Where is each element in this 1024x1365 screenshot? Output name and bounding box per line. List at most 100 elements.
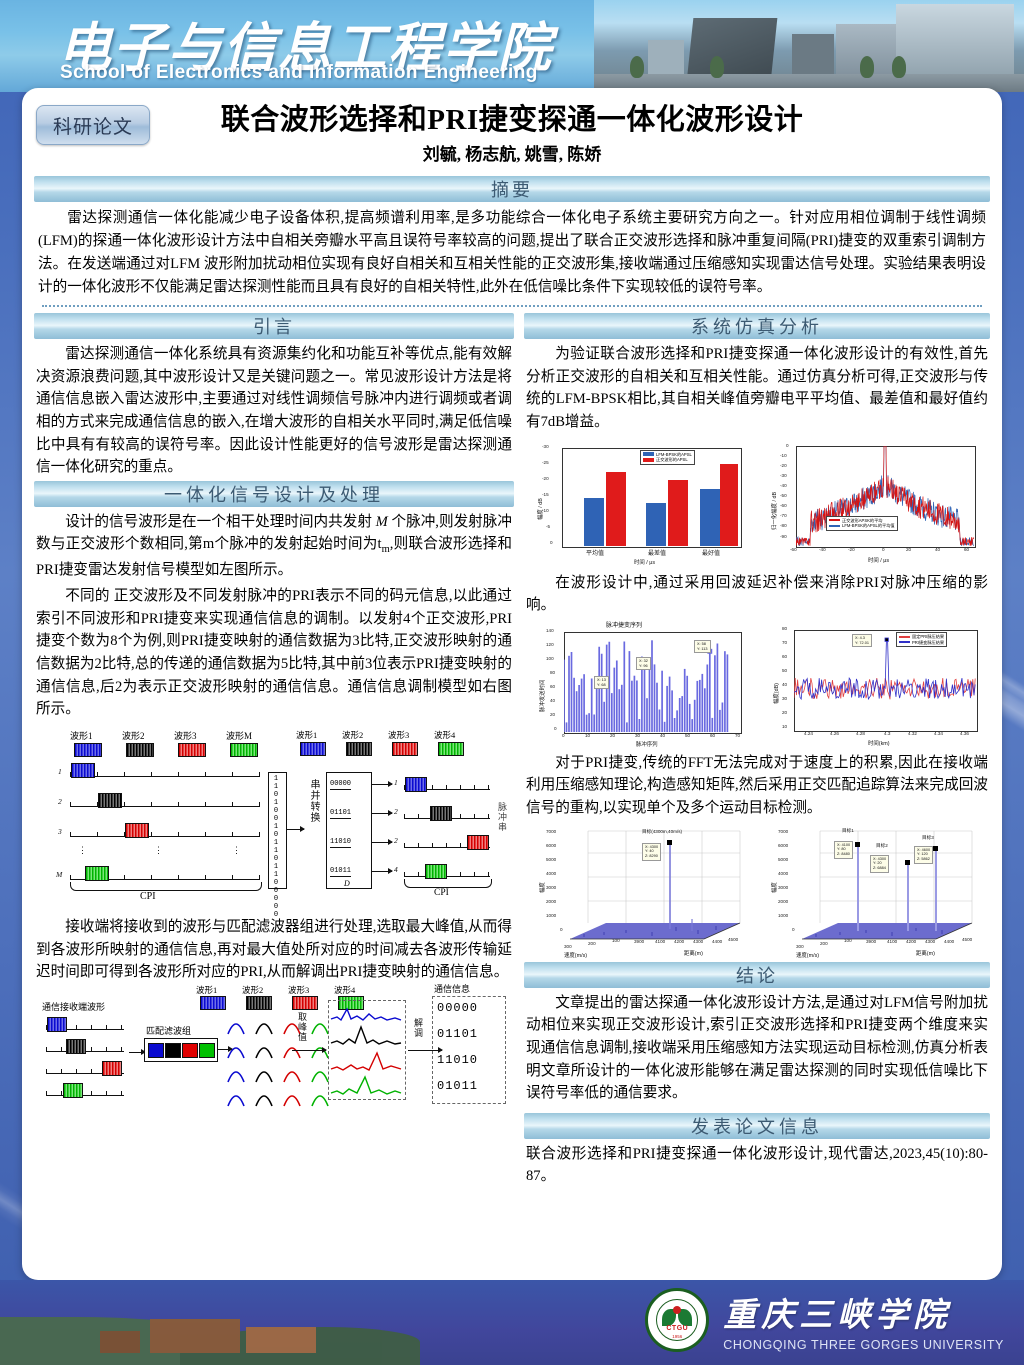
arrow xyxy=(218,1046,233,1053)
waveform-swatch-red xyxy=(178,742,206,757)
rx-pulse-1 xyxy=(47,1016,67,1032)
tree-shape xyxy=(710,56,724,78)
university-logo: CTGU 1956 重庆三峡学院 CHONGQING THREE GORGES … xyxy=(645,1288,1004,1352)
plaza-ground xyxy=(594,74,1024,92)
charts-row-2: 脉冲捷变序列 140 120 100 80 60 40 20 0 脉冲发送时间 … xyxy=(524,619,990,748)
legend-line-fixed-pri xyxy=(899,635,910,638)
fig-modulation-model: 波形1 波形2 波形3 波形4 110100101101100000 串并转换 xyxy=(268,727,516,919)
chart-apsl-cat-2: 最差值 xyxy=(648,550,667,557)
code-word-3: 11010 xyxy=(330,837,352,848)
university-name-en: CHONGQING THREE GORGES UNIVERSITY xyxy=(723,1338,1004,1352)
chart-autocorr-legend-1: 正交波形APSK的平均 xyxy=(842,517,883,523)
tree-shape xyxy=(860,56,874,78)
chart-pri-title: 脉冲捷变序列 xyxy=(606,622,643,629)
section-header-simulation: 系统仿真分析 xyxy=(524,313,990,340)
pulse-waveform-4 xyxy=(425,863,447,879)
timeline-axis xyxy=(70,878,260,880)
rx-input-label: 通信接收端波形 xyxy=(42,1001,106,1012)
design-p1-c: ,则联合波形选择和PRI捷变雷达发射信号模型如左图所示。 xyxy=(36,536,512,578)
fig-tx-row-label-4: M xyxy=(56,869,63,879)
arrow xyxy=(286,826,305,833)
cpi-label: CPI xyxy=(140,890,156,902)
figure-receiver-chain: 通信接收端波形 波形1 波形2 波形3 波形4 xyxy=(34,984,514,1163)
fig-tx-row-label-2: 2 xyxy=(58,796,62,806)
pulse-train-label: 脉冲串 xyxy=(497,801,507,832)
waveform-swatch-green xyxy=(338,995,364,1010)
bar-lfm-worst xyxy=(646,502,666,546)
output-code-1: 00000 xyxy=(437,1000,479,1015)
fig-mod-row-label-4: 4 xyxy=(394,864,398,874)
chart-apsl-legend-2: 正交波形的APSL xyxy=(656,457,688,463)
chart-single-target-3d: 7000 6000 5000 4000 3000 2000 1000 0 幅度 xyxy=(524,822,752,959)
chart-st-ylabel: 速度(m/s) xyxy=(564,952,588,959)
pulse-waveform-3 xyxy=(125,822,149,838)
chart-apsl-ylabel: 幅度 / dB xyxy=(538,497,544,520)
filter-bank-label: 匹配滤波组 xyxy=(146,1025,192,1036)
city-photo xyxy=(0,1280,620,1365)
chart-pri-ylabel: 脉冲发送时间 xyxy=(540,679,546,712)
fig-rx-legend-label-3: 波形3 xyxy=(288,984,310,995)
timeline-axis xyxy=(404,788,490,790)
page-title: 联合波形选择和PRI捷变探通一体化波形设计 xyxy=(220,104,804,136)
fig-mod-row-label-1: 1 xyxy=(394,777,398,787)
chart-st-annotation: X: 4300 Y: 40 Z: 8290 xyxy=(642,842,662,861)
chart-pri-annotation-3: X: 58 Y: 113 xyxy=(694,639,711,654)
chart-st-target-label: 目标(4300m,40m/s) xyxy=(642,828,683,834)
output-codes-box: 00000 01101 11010 01011 xyxy=(432,995,506,1104)
section-header-abstract: 摘要 xyxy=(34,176,990,202)
chart-mt-xlabel: 距离(m) xyxy=(916,950,935,957)
poster-header: 电子与信息工程学院 School of Electronics and Info… xyxy=(0,0,1024,92)
pulse-compression-traces xyxy=(794,637,976,700)
chart-apsl-xlabel: 时间 / μs xyxy=(634,559,656,566)
charts-row-3: 7000 6000 5000 4000 3000 2000 1000 0 幅度 xyxy=(524,822,990,959)
sim-paragraph-3: 对于PRI捷变,传统的FFT无法完成对于速度上的积累,因此在接收端利用压缩感知理… xyxy=(526,754,988,817)
waveform-swatch-green xyxy=(438,741,464,756)
chart-autocorrelation: 0 -10 -20 -30 -40 -50 -60 -70 -80 -90 归一… xyxy=(756,437,988,568)
crest-year: 1956 xyxy=(672,1334,683,1339)
school-name-en: School of Electronics and Information En… xyxy=(60,62,538,83)
university-name-cn: 重庆三峡学院 xyxy=(723,1298,952,1334)
filter-swatch-blue xyxy=(148,1042,164,1058)
bar-lfm-best xyxy=(700,488,720,546)
chart-autocorr-legend-2: LFM-BPSK的APSL的平均值 xyxy=(842,523,895,529)
chart-apsl-cat-3: 最好值 xyxy=(702,550,721,557)
pulse-waveform-2 xyxy=(98,792,122,808)
chart-pri-xlabel: 脉冲序列 xyxy=(636,741,658,748)
chart-pc-legend-2: PRI捷变脉压结果 xyxy=(912,639,945,645)
waveform-swatch-green xyxy=(230,742,258,757)
timeline-axis xyxy=(404,875,490,877)
output-title: 通信信息 xyxy=(434,983,471,994)
arrow xyxy=(372,781,393,788)
arrow xyxy=(292,1047,327,1054)
section-header-publication: 发表论文信息 xyxy=(524,1112,990,1139)
chart-mt-zlabel: 幅度 xyxy=(772,881,778,893)
design-p1-sub: m xyxy=(381,544,390,556)
filter-swatch-green xyxy=(199,1042,215,1058)
vertical-dots: ⋮ xyxy=(232,844,241,855)
output-code-3: 11010 xyxy=(437,1052,479,1067)
filter-swatch-black xyxy=(165,1042,181,1058)
rx-pulse-2 xyxy=(66,1038,86,1054)
crest-dot xyxy=(673,1306,682,1314)
bar-ortho-avg xyxy=(606,471,626,546)
crest-leaf-right xyxy=(678,1309,693,1326)
fig-mod-legend-label-4: 波形4 xyxy=(434,729,456,740)
arrow xyxy=(372,810,393,817)
fig-mod-row-label-3: 2 xyxy=(394,835,398,845)
chart-pc-legend: 固定PRI脉压结果 PRI捷变脉压结果 xyxy=(896,631,948,648)
chart-mt-annotation-1: X: 4100 Y: 80 Z: 8480 xyxy=(834,840,854,859)
conclusion-text: 文章提出的雷达探通一体化波形设计方法,是通过对LFM信号附加扰动相位来实现正交波… xyxy=(526,994,988,1102)
title-row: 科研论文 联合波形选择和PRI捷变探通一体化波形设计 刘毓, 杨志航, 姚雪, … xyxy=(22,88,1002,176)
rx-pulse-4 xyxy=(63,1082,83,1098)
arrow xyxy=(129,1049,146,1056)
sim-paragraph-2: 在波形设计中,通过采用回波延迟补偿来消除PRI对脉冲压缩的影响。 xyxy=(526,574,988,614)
chart-pc-annotation: X: 4.3 Y: 72.01 xyxy=(852,633,872,648)
chart-mt-annotation-3: X: 4600 Y: 120 Z: 5862 xyxy=(914,845,934,864)
serial-parallel-label: 串并转换 xyxy=(308,778,319,823)
waveform-swatch-black xyxy=(246,995,272,1010)
chart-pc-xlabel: 时间(km) xyxy=(868,740,890,747)
legend-line-lfm xyxy=(829,525,840,528)
fig-mod-legend-label-1: 波形1 xyxy=(296,729,318,740)
bar-ortho-worst xyxy=(668,479,688,546)
vertical-dots: ⋮ xyxy=(78,844,87,855)
